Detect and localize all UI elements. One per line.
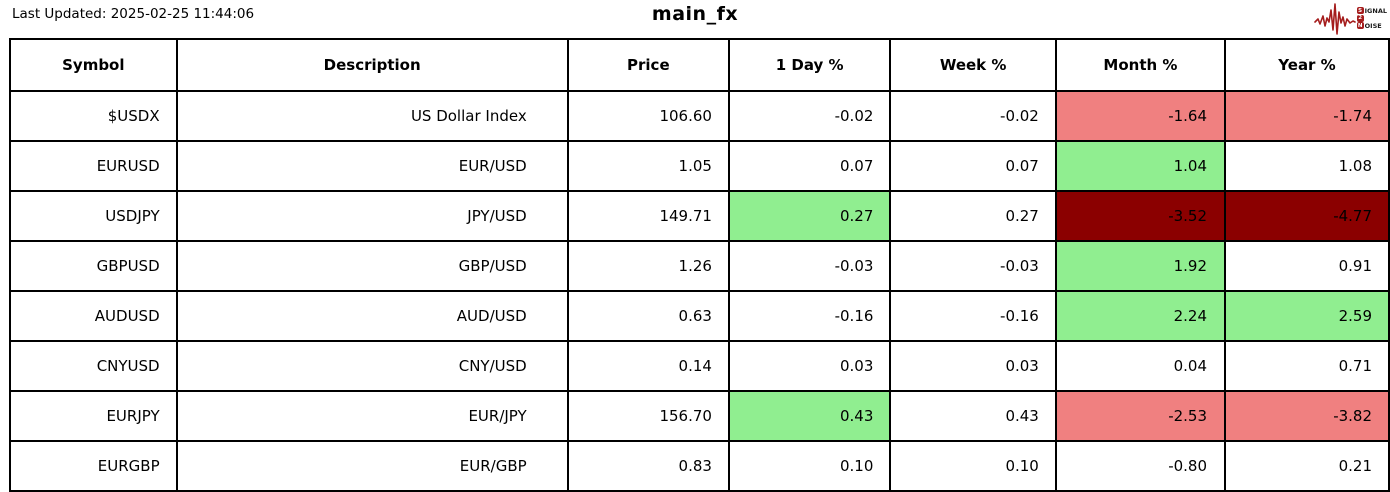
month-pct-cell: -3.52 xyxy=(1054,190,1227,242)
description-cell: EUR/GBP xyxy=(175,440,569,492)
column-header-description: Description xyxy=(175,38,569,92)
fx-table: Symbol Description Price 1 Day % Week % … xyxy=(9,38,1390,492)
table-row: AUDUSD AUD/USD 0.63 -0.16 -0.16 2.24 2.59 xyxy=(9,290,1390,342)
month-pct-cell: 1.04 xyxy=(1054,140,1227,192)
price-cell: 0.83 xyxy=(566,440,730,492)
column-header-symbol: Symbol xyxy=(9,38,178,92)
week-pct-cell: 0.43 xyxy=(889,390,1057,442)
price-cell: 0.14 xyxy=(566,340,730,392)
month-pct-cell: -2.53 xyxy=(1054,390,1227,442)
signal2noise-logo: S IGNAL 2 N OISE xyxy=(1313,1,1387,35)
description-cell: AUD/USD xyxy=(175,290,569,342)
logo-letter-2: 2 xyxy=(1356,14,1364,22)
symbol-cell: CNYUSD xyxy=(9,340,178,392)
week-pct-cell: 0.10 xyxy=(889,440,1057,492)
description-cell: GBP/USD xyxy=(175,240,569,292)
day-pct-cell: -0.03 xyxy=(727,240,892,292)
month-pct-cell: -0.80 xyxy=(1054,440,1227,492)
day-pct-cell: 0.07 xyxy=(727,140,892,192)
table-row: USDJPY JPY/USD 149.71 0.27 0.27 -3.52 -4.77 xyxy=(9,190,1390,242)
table-row: $USDX US Dollar Index 106.60 -0.02 -0.02 -1.6… xyxy=(9,90,1390,142)
price-cell: 1.05 xyxy=(566,140,730,192)
price-cell: 149.71 xyxy=(566,190,730,242)
day-pct-cell: 0.43 xyxy=(727,390,892,442)
year-pct-cell: 1.08 xyxy=(1224,140,1390,192)
year-pct-cell: -1.74 xyxy=(1224,90,1390,142)
symbol-cell: EURJPY xyxy=(9,390,178,442)
table-row: GBPUSD GBP/USD 1.26 -0.03 -0.03 1.92 0.91 xyxy=(9,240,1390,292)
day-pct-cell: 0.10 xyxy=(727,440,892,492)
column-header-1day-pct: 1 Day % xyxy=(727,38,892,92)
logo-rest-signal: IGNAL xyxy=(1364,6,1387,15)
year-pct-cell: -3.82 xyxy=(1224,390,1390,442)
symbol-cell: $USDX xyxy=(9,90,178,142)
month-pct-cell: 1.92 xyxy=(1054,240,1227,292)
price-cell: 106.60 xyxy=(566,90,730,142)
logo-rest-noise: OISE xyxy=(1364,21,1382,30)
week-pct-cell: 0.03 xyxy=(889,340,1057,392)
year-pct-cell: 2.59 xyxy=(1224,290,1390,342)
description-cell: US Dollar Index xyxy=(175,90,569,142)
column-header-price: Price xyxy=(566,38,730,92)
symbol-cell: GBPUSD xyxy=(9,240,178,292)
week-pct-cell: 0.07 xyxy=(889,140,1057,192)
column-header-month-pct: Month % xyxy=(1054,38,1227,92)
page-title: main_fx xyxy=(651,3,739,25)
description-cell: EUR/USD xyxy=(175,140,569,192)
year-pct-cell: 0.71 xyxy=(1224,340,1390,392)
month-pct-cell: 0.04 xyxy=(1054,340,1227,392)
day-pct-cell: 0.03 xyxy=(727,340,892,392)
symbol-cell: USDJPY xyxy=(9,190,178,242)
price-cell: 1.26 xyxy=(566,240,730,292)
price-cell: 0.63 xyxy=(566,290,730,342)
day-pct-cell: -0.02 xyxy=(727,90,892,142)
price-cell: 156.70 xyxy=(566,390,730,442)
logo-line-signal: S IGNAL xyxy=(1356,6,1387,15)
year-pct-cell: 0.91 xyxy=(1224,240,1390,292)
month-pct-cell: 2.24 xyxy=(1054,290,1227,342)
week-pct-cell: -0.16 xyxy=(889,290,1057,342)
table-header-row: Symbol Description Price 1 Day % Week % … xyxy=(9,38,1390,92)
table-row: EURUSD EUR/USD 1.05 0.07 0.07 1.04 1.08 xyxy=(9,140,1390,192)
description-cell: CNY/USD xyxy=(175,340,569,392)
description-cell: EUR/JPY xyxy=(175,390,569,442)
symbol-cell: AUDUSD xyxy=(9,290,178,342)
month-pct-cell: -1.64 xyxy=(1054,90,1227,142)
description-cell: JPY/USD xyxy=(175,190,569,242)
table-row: CNYUSD CNY/USD 0.14 0.03 0.03 0.04 0.71 xyxy=(9,340,1390,392)
fx-table-body: $USDX US Dollar Index 106.60 -0.02 -0.02 -1.6… xyxy=(9,90,1390,492)
logo-text: S IGNAL 2 N OISE xyxy=(1356,6,1387,30)
table-row: EURJPY EUR/JPY 156.70 0.43 0.43 -2.53 -3.82 xyxy=(9,390,1390,442)
symbol-cell: EURUSD xyxy=(9,140,178,192)
table-row: EURGBP EUR/GBP 0.83 0.10 0.10 -0.80 0.21 xyxy=(9,440,1390,492)
year-pct-cell: -4.77 xyxy=(1224,190,1390,242)
logo-line-noise: N OISE xyxy=(1356,21,1387,30)
day-pct-cell: 0.27 xyxy=(727,190,892,242)
waveform-icon xyxy=(1313,3,1356,35)
logo-line-2: 2 xyxy=(1356,14,1387,22)
last-updated-text: Last Updated: 2025-02-25 11:44:06 xyxy=(12,6,255,22)
day-pct-cell: -0.16 xyxy=(727,290,892,342)
week-pct-cell: -0.02 xyxy=(889,90,1057,142)
week-pct-cell: 0.27 xyxy=(889,190,1057,242)
year-pct-cell: 0.21 xyxy=(1224,440,1390,492)
column-header-year-pct: Year % xyxy=(1224,38,1390,92)
column-header-week-pct: Week % xyxy=(889,38,1057,92)
logo-letter-s: S xyxy=(1356,7,1364,14)
logo-letter-n: N xyxy=(1356,22,1364,29)
symbol-cell: EURGBP xyxy=(9,440,178,492)
week-pct-cell: -0.03 xyxy=(889,240,1057,292)
